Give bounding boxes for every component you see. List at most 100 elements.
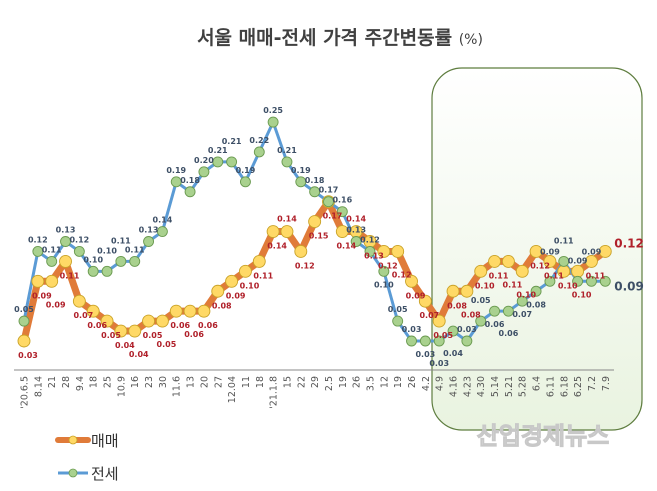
maemae-data-label: 0.04 bbox=[129, 350, 149, 359]
jeonse-point bbox=[530, 285, 542, 297]
maemae-data-label: 0.07 bbox=[419, 311, 439, 320]
jeonse-point bbox=[378, 265, 390, 277]
jeonse-point bbox=[599, 275, 611, 287]
maemae-data-label: 0.11 bbox=[489, 271, 509, 280]
jeonse-data-label: 0.11 bbox=[554, 236, 574, 245]
jeonse-point bbox=[392, 315, 404, 327]
jeonse-point bbox=[364, 245, 376, 257]
x-tick-label: 26 bbox=[352, 376, 363, 388]
x-tick-label: 15 bbox=[282, 376, 293, 388]
watermark: 산업경제뉴스 bbox=[477, 422, 609, 450]
x-tick-label: 6.18 bbox=[559, 376, 570, 397]
jeonse-point bbox=[170, 176, 182, 188]
jeonse-data-label: 0.25 bbox=[263, 106, 283, 115]
jeonse-data-label: 0.09 bbox=[582, 247, 602, 256]
maemae-point bbox=[571, 264, 585, 278]
jeonse-data-label: 0.10 bbox=[83, 255, 103, 264]
jeonse-data-label: 0.13 bbox=[56, 226, 76, 235]
jeonse-point bbox=[281, 156, 293, 168]
x-tick-label: '21.1.8 bbox=[269, 376, 280, 409]
x-tick-label: 5.14 bbox=[490, 376, 501, 397]
maemae-data-label: 0.06 bbox=[184, 330, 204, 339]
x-tick-label: 28 bbox=[61, 376, 72, 388]
jeonse-point bbox=[447, 325, 459, 337]
jeonse-data-label: 0.03 bbox=[457, 325, 477, 334]
jeonse-point bbox=[419, 335, 431, 347]
maemae-point bbox=[169, 304, 183, 318]
maemae-point bbox=[501, 254, 515, 268]
maemae-point bbox=[155, 314, 169, 328]
jeonse-data-label: 0.17 bbox=[319, 186, 339, 195]
jeonse-point bbox=[156, 226, 168, 238]
x-tick-label: 10.9 bbox=[116, 376, 127, 397]
x-tick-label: 19 bbox=[393, 376, 404, 388]
maemae-data-label: 0.05 bbox=[433, 331, 453, 340]
chart-title-text: 서울 매매-전세 가격 주간변동률 bbox=[197, 27, 452, 49]
jeonse-point bbox=[489, 305, 501, 317]
maemae-point bbox=[391, 244, 405, 258]
maemae-point bbox=[183, 304, 197, 318]
x-tick-label: 6.4 bbox=[532, 376, 543, 391]
maemae-point bbox=[405, 274, 418, 288]
jeonse-data-label: 0.12 bbox=[360, 235, 380, 244]
x-tick-label: 11.6 bbox=[172, 376, 183, 397]
maemae-data-label: 0.09 bbox=[46, 300, 66, 309]
maemae-data-label: 0.08 bbox=[461, 310, 481, 319]
x-tick-label: 18 bbox=[255, 376, 266, 388]
maemae-data-label: 0.09 bbox=[406, 291, 426, 300]
maemae-data-label: 0.17 bbox=[323, 212, 343, 221]
maemae-data-label: 0.06 bbox=[198, 321, 218, 330]
x-tick-label: 9.4 bbox=[75, 376, 86, 391]
jeonse-point bbox=[461, 335, 473, 347]
jeonse-point bbox=[101, 265, 113, 277]
x-tick-label: 4.2 bbox=[421, 376, 432, 391]
maemae-point bbox=[377, 244, 391, 258]
x-tick-label: 12.04 bbox=[227, 376, 238, 403]
jeonse-data-label: 0.03 bbox=[415, 350, 435, 359]
maemae-point bbox=[225, 274, 239, 288]
maemae-data-label: 0.10 bbox=[558, 281, 578, 290]
legend-item-maemae: 매매 bbox=[55, 432, 119, 450]
maemae-data-label: 0.12 bbox=[614, 236, 644, 250]
jeonse-data-label: 0.19 bbox=[166, 166, 186, 175]
chart-title: 서울 매매-전세 가격 주간변동률 (%) bbox=[197, 27, 483, 49]
x-tick-label: 7.9 bbox=[601, 376, 612, 391]
maemae-data-label: 0.10 bbox=[240, 281, 260, 290]
maemae-data-label: 0.10 bbox=[572, 290, 592, 299]
jeonse-point bbox=[267, 116, 279, 128]
x-tick-label: 4.30 bbox=[476, 376, 487, 397]
maemae-data-label: 0.10 bbox=[516, 290, 536, 299]
jeonse-point bbox=[239, 176, 251, 188]
maemae-point bbox=[142, 314, 156, 328]
jeonse-point bbox=[115, 255, 127, 267]
x-tick-label: 5.28 bbox=[518, 376, 529, 397]
x-tick-label: 26 bbox=[407, 376, 418, 388]
maemae-point bbox=[488, 254, 502, 268]
jeonse-point bbox=[585, 275, 597, 287]
maemae-data-label: 0.14 bbox=[277, 215, 297, 224]
jeonse-point bbox=[336, 206, 348, 218]
jeonse-data-label: 0.05 bbox=[388, 305, 408, 314]
jeonse-data-label: 0.19 bbox=[291, 166, 311, 175]
maemae-data-label: 0.04 bbox=[115, 341, 135, 350]
jeonse-data-label: 0.06 bbox=[499, 329, 519, 338]
jeonse-point bbox=[295, 176, 307, 188]
maemae-point bbox=[100, 314, 114, 328]
maemae-point bbox=[211, 284, 225, 298]
x-tick-label: 20 bbox=[199, 376, 210, 388]
jeonse-data-label: 0.21 bbox=[208, 146, 228, 155]
x-tick-label: 8.14 bbox=[33, 376, 44, 397]
data-labels: 0.120.090.030.090.090.110.070.060.050.04… bbox=[14, 106, 644, 368]
maemae-data-label: 0.07 bbox=[73, 311, 93, 320]
jeonse-data-label: 0.03 bbox=[429, 359, 449, 368]
x-tick-label: 4.23 bbox=[462, 376, 473, 397]
jeonse-point bbox=[572, 275, 584, 287]
maemae-point bbox=[515, 264, 529, 278]
jeonse-data-label: 0.13 bbox=[346, 226, 366, 235]
jeonse-point bbox=[143, 236, 155, 247]
jeonse-data-label: 0.18 bbox=[180, 176, 200, 185]
maemae-data-label: 0.11 bbox=[60, 271, 80, 280]
maemae-point bbox=[197, 304, 211, 318]
x-tick-label: 6.11 bbox=[545, 376, 556, 397]
maemae-data-label: 0.06 bbox=[87, 321, 107, 330]
